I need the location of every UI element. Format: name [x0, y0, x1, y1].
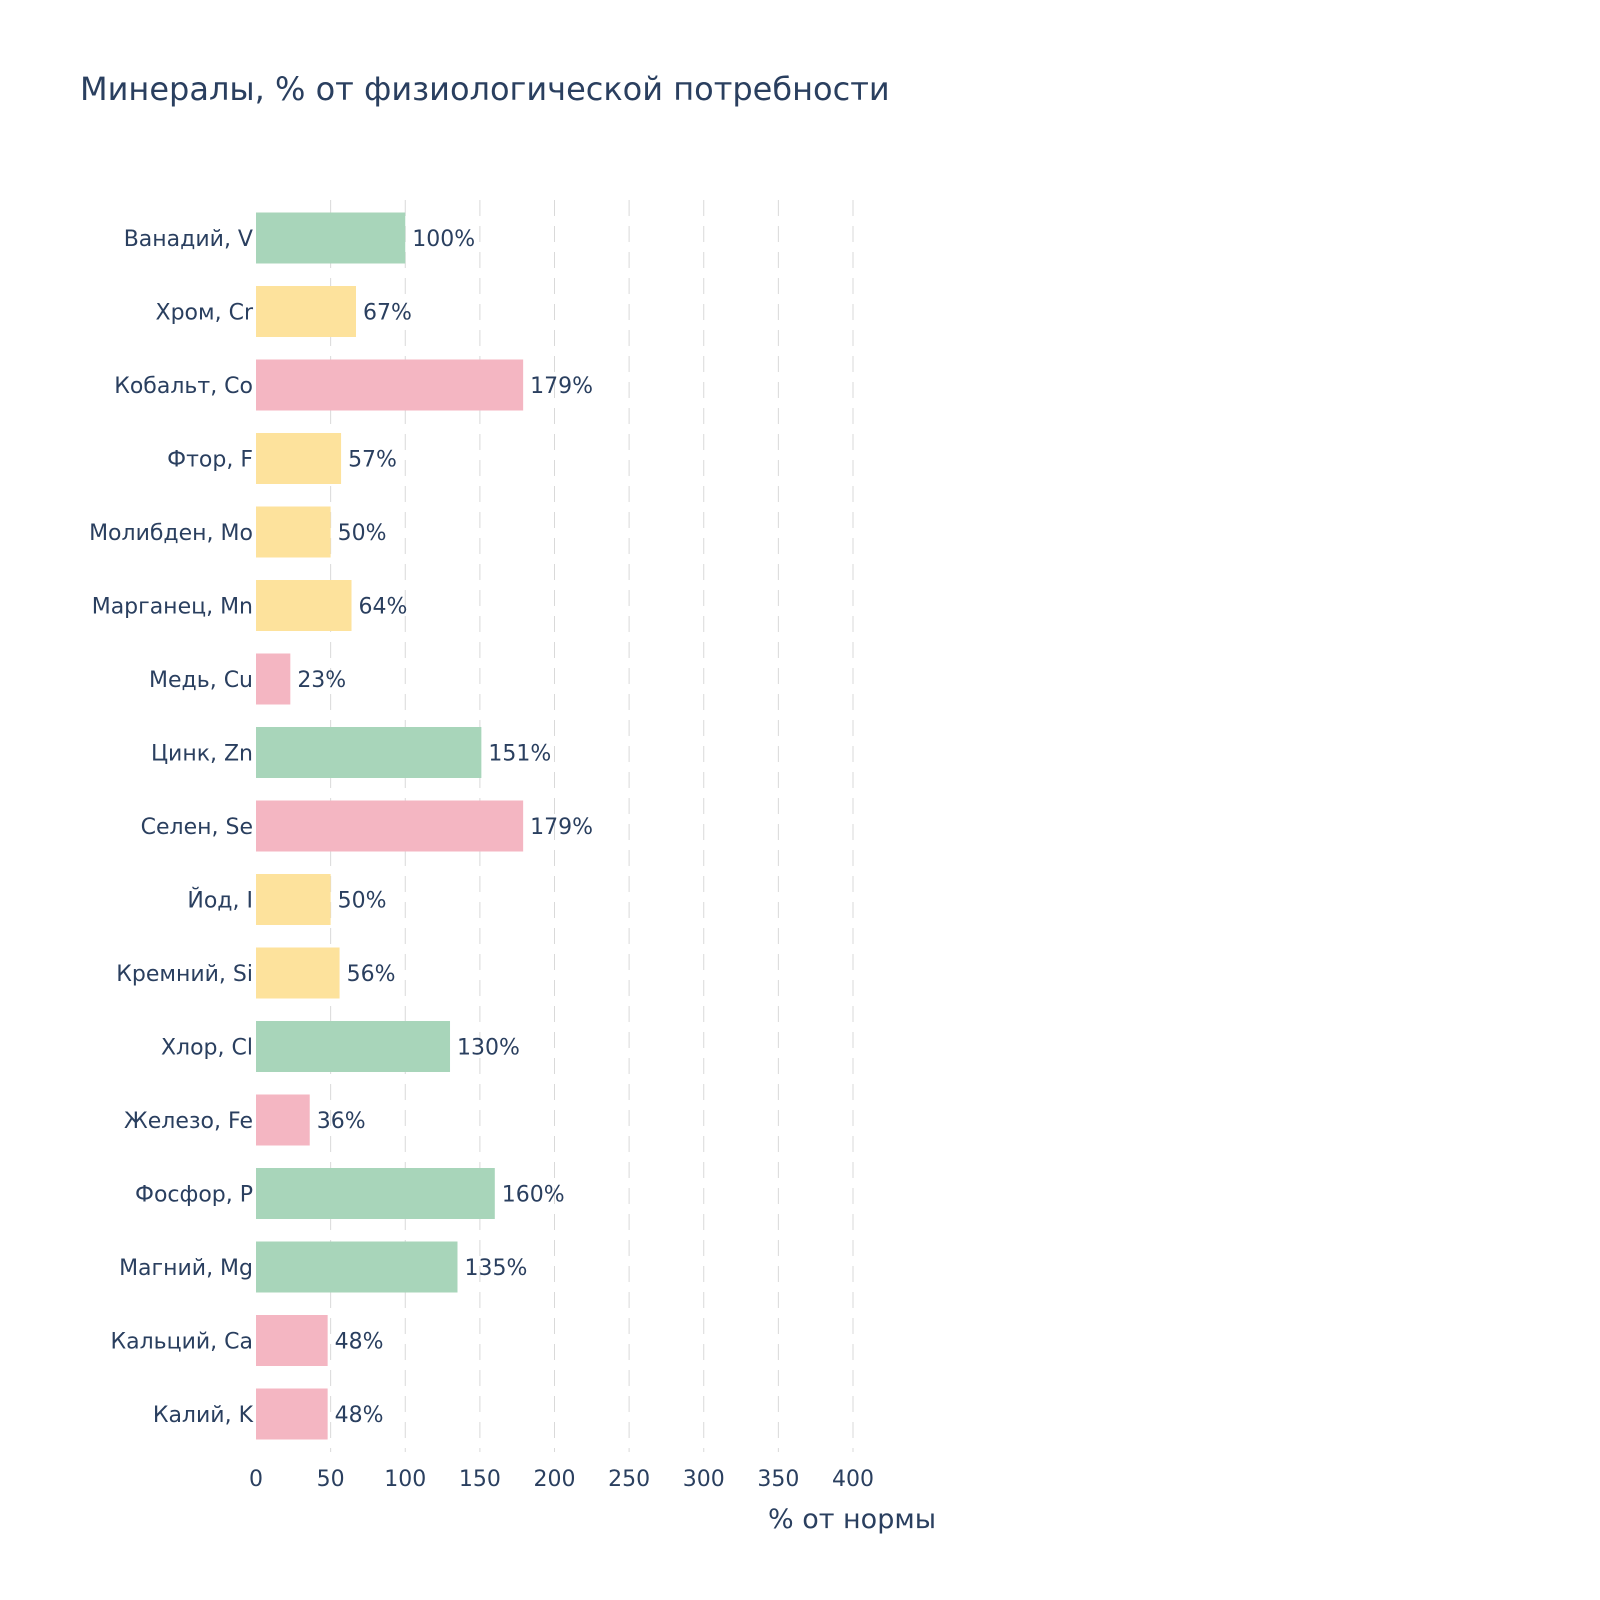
bar-value-label: 50% [338, 521, 387, 546]
category-label: Цинк, Zn [151, 742, 253, 767]
x-tick-label: 0 [249, 1467, 263, 1492]
category-label: Селен, Se [141, 815, 253, 840]
bar [256, 653, 291, 705]
bar-value-label: 179% [530, 374, 593, 399]
x-tick-label: 250 [608, 1467, 650, 1492]
bar [256, 874, 331, 925]
x-tick-label: 100 [384, 1467, 426, 1492]
bar-value-label: 36% [317, 1109, 366, 1134]
bar [256, 359, 524, 411]
bar [256, 1241, 458, 1293]
bar [256, 1388, 328, 1440]
category-label: Калий, K [153, 1403, 254, 1428]
bar-value-label: 160% [502, 1183, 565, 1208]
bar-value-label: 48% [335, 1330, 384, 1355]
category-label: Йод, I [187, 888, 253, 914]
category-label: Кремний, Si [116, 962, 253, 987]
bar-value-label: 57% [348, 448, 397, 473]
bar [256, 580, 352, 631]
category-label: Хром, Cr [156, 301, 254, 326]
bar-value-label: 179% [530, 815, 593, 840]
category-label: Молибден, Mo [89, 521, 253, 546]
category-label: Кобальт, Co [114, 374, 253, 399]
bar [256, 506, 331, 558]
chart-title: Минералы, % от физиологической потребнос… [80, 70, 890, 108]
bar-value-label: 100% [412, 227, 475, 252]
bar-value-label: 67% [363, 301, 412, 326]
x-tick-label: 350 [757, 1467, 799, 1492]
category-label: Железо, Fe [124, 1109, 253, 1134]
bar [256, 727, 482, 778]
bar-value-label: 130% [457, 1036, 520, 1061]
bar [256, 800, 524, 852]
bar-value-label: 48% [335, 1403, 384, 1428]
category-label: Кальций, Ca [110, 1330, 253, 1355]
category-label: Марганец, Mn [92, 595, 253, 620]
category-label: Магний, Mg [119, 1256, 253, 1281]
category-label: Хлор, Cl [161, 1036, 253, 1061]
category-labels: Ванадий, V Хром, Cr Кобальт, Co Фтор, F Моли… [89, 227, 254, 1428]
bars [256, 212, 524, 1440]
bar [256, 212, 406, 264]
bar-value-label: 64% [359, 595, 408, 620]
bar-value-label: 50% [338, 889, 387, 914]
bar-value-label: 135% [464, 1256, 527, 1281]
x-tick-label: 150 [459, 1467, 501, 1492]
bar [256, 1021, 451, 1072]
bar [256, 1168, 495, 1219]
x-tick-label: 400 [832, 1467, 874, 1492]
bar-value-label: 56% [347, 962, 396, 987]
x-tick-label: 300 [683, 1467, 725, 1492]
bar [256, 1315, 328, 1366]
category-label: Фтор, F [167, 448, 253, 473]
value-labels: 100% 67% 179% 57% 50% 64% 23% 151% 179% 50% 56% 130… [297, 227, 593, 1428]
bar [256, 1094, 310, 1146]
bar [256, 947, 340, 999]
bar [256, 286, 356, 337]
category-label: Ванадий, V [124, 227, 253, 252]
bar-value-label: 151% [488, 742, 551, 767]
bar-value-label: 23% [297, 668, 346, 693]
category-label: Фосфор, P [135, 1183, 253, 1208]
x-axis-title: % от нормы [768, 1504, 936, 1535]
category-label: Медь, Cu [149, 668, 253, 693]
x-tick-label: 50 [317, 1467, 345, 1492]
x-tick-label: 200 [534, 1467, 576, 1492]
x-axis-ticks: 0 50 100 150 200 250 300 350 400 [249, 1467, 874, 1492]
bar [256, 433, 342, 484]
